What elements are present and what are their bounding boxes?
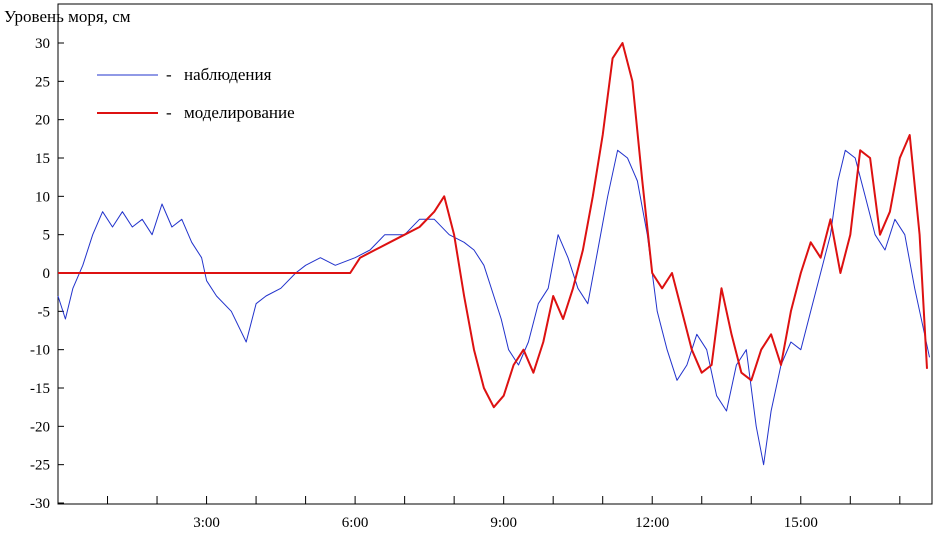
x-tick-label: 9:00 <box>490 515 517 531</box>
y-tick-label: 15 <box>35 151 50 167</box>
y-axis-title: Уровень моря, см <box>4 7 131 26</box>
y-tick-label: 25 <box>35 74 50 90</box>
x-tick-label: 6:00 <box>342 515 369 531</box>
y-tick-label: 5 <box>43 228 51 244</box>
y-axis-ticks: 30 25 20 15 10 5 0 -5 -10 -15 -20 -25 -30 <box>30 36 64 512</box>
x-tick-label: 3:00 <box>193 515 220 531</box>
y-tick-label: 10 <box>35 189 50 205</box>
y-tick-label: -5 <box>38 304 51 320</box>
x-tick-label: 12:00 <box>635 515 669 531</box>
legend-dash: - <box>166 103 172 122</box>
series-line-modeling <box>58 42 928 409</box>
y-tick-label: -10 <box>30 343 50 359</box>
y-tick-label: -15 <box>30 381 50 397</box>
x-axis-ticks: 3:00 6:00 9:00 12:00 15:00 <box>107 496 901 531</box>
series-layer <box>57 42 930 466</box>
y-tick-label: 30 <box>35 36 50 52</box>
y-tick-label: -25 <box>30 458 50 474</box>
y-tick-label: 0 <box>43 266 51 282</box>
legend-label: наблюдения <box>184 65 272 84</box>
y-tick-label: 20 <box>35 113 50 129</box>
plot-frame <box>57 3 933 505</box>
y-tick-label: -20 <box>30 419 50 435</box>
series-line-observations <box>57 149 930 466</box>
legend-label: моделирование <box>184 103 295 122</box>
legend: - наблюдения-моделирование <box>97 65 295 122</box>
y-tick-label: -30 <box>30 496 50 512</box>
x-tick-label: 15:00 <box>784 515 818 531</box>
legend-dash: - <box>166 65 172 84</box>
